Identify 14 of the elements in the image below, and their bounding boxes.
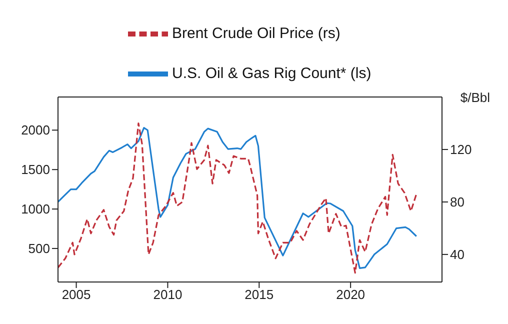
y-tick-label: 1500: [21, 162, 50, 178]
y2-tick-label: 120: [450, 142, 472, 158]
x-tick-label: 2005: [62, 287, 91, 302]
legend-label: Brent Crude Oil Price (rs): [172, 25, 340, 42]
y2-tick-label: 80: [450, 194, 464, 210]
y2-axis-title: $/Bbl: [460, 90, 490, 106]
x-tick-label: 2015: [244, 287, 274, 302]
x-tick-label: 2010: [153, 287, 182, 302]
y-tick-label: 1000: [21, 202, 50, 217]
y2-tick-label: 40: [450, 247, 464, 262]
y-tick-label: 500: [28, 241, 50, 256]
y-tick-label: 2000: [21, 122, 50, 138]
x-tick-label: 2020: [336, 287, 366, 302]
legend-label: U.S. Oil & Gas Rig Count* (ls): [172, 65, 372, 82]
